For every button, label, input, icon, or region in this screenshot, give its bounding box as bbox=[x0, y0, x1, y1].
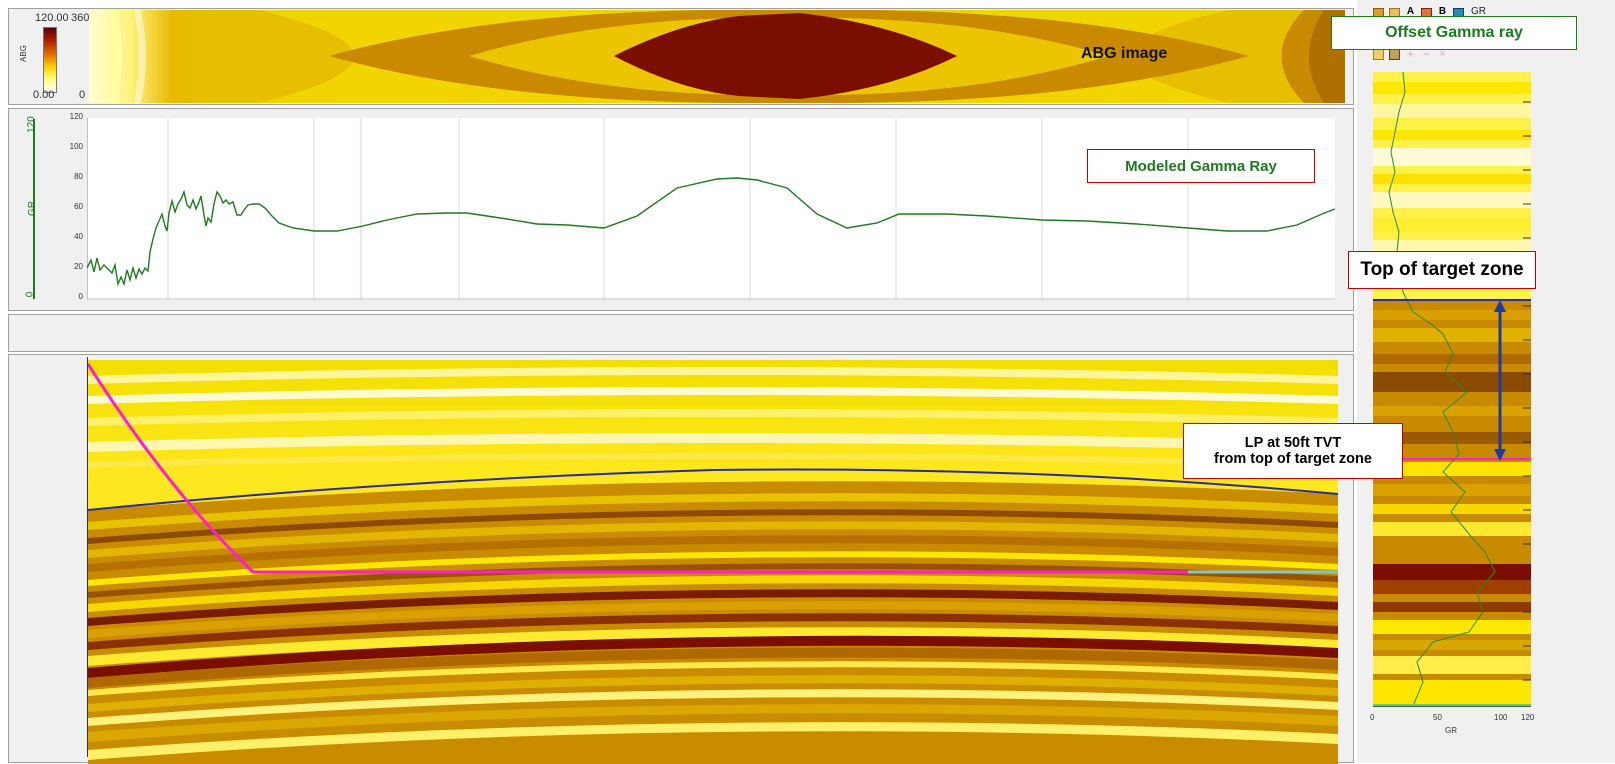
offset-x-label: GR bbox=[1445, 726, 1457, 735]
abg-scale-max: 120.00 bbox=[35, 12, 69, 24]
gr-tick-0: 0 bbox=[78, 292, 83, 301]
gr-panel: 120 GR 0 120 100 80 60 40 20 0 Modeled G… bbox=[8, 108, 1354, 311]
add-icon[interactable]: + bbox=[1406, 47, 1414, 61]
gr-axis-max-label: 120 bbox=[25, 116, 37, 133]
formation-cross-section bbox=[88, 360, 1338, 764]
offset-x-axis bbox=[1373, 706, 1531, 707]
toolbar-gr-label: GR bbox=[1471, 6, 1486, 17]
modeled-gr-callout: Modeled Gamma Ray bbox=[1087, 149, 1315, 183]
remove-icon[interactable]: − bbox=[1422, 47, 1430, 61]
gr-tick-40: 40 bbox=[74, 232, 83, 241]
well-path bbox=[88, 363, 1188, 574]
close-icon[interactable]: × bbox=[1439, 48, 1446, 60]
gr-axis-min-label: 0 bbox=[24, 291, 36, 298]
font-icon[interactable]: A bbox=[1406, 6, 1415, 17]
gr-axis-bar bbox=[33, 119, 35, 299]
abg-image-annotation: ABG image bbox=[1081, 45, 1168, 62]
abg-scale-min: 0.00 bbox=[33, 89, 55, 101]
lp-callout-line1: LP at 50ft TVT bbox=[1244, 435, 1342, 451]
gr-tick-60: 60 bbox=[74, 202, 83, 211]
track-separator bbox=[8, 314, 1354, 352]
settings-icon[interactable] bbox=[1389, 49, 1400, 60]
abg-azimuth-min: 0 bbox=[79, 89, 86, 101]
offset-x-tick-50: 50 bbox=[1433, 713, 1442, 722]
gr-tick-120: 120 bbox=[69, 112, 83, 121]
target-top-line bbox=[88, 468, 1338, 511]
offset-gr-track bbox=[1373, 72, 1531, 706]
top-target-callout: Top of target zone bbox=[1348, 251, 1536, 289]
offset-x-tick-0: 0 bbox=[1370, 713, 1375, 722]
gr-tick-80: 80 bbox=[74, 172, 83, 181]
modeled-gr-curve bbox=[87, 177, 1335, 287]
abg-azimuth-max: 360 bbox=[71, 12, 90, 24]
depth-axis bbox=[87, 357, 88, 757]
offset-x-tick-100: 100 bbox=[1494, 713, 1508, 722]
abg-panel: 120.00 0.00 ABG 360 0 ABG image bbox=[8, 8, 1354, 105]
lp-callout: LP at 50ft TVT from top of target zone bbox=[1183, 423, 1403, 479]
gr-axis-label: GR bbox=[27, 201, 38, 216]
abg-scale-label: ABG bbox=[18, 45, 28, 62]
lp-callout-line2: from top of target zone bbox=[1214, 451, 1372, 467]
offset-gr-panel: A B GR + − × bbox=[1357, 0, 1615, 763]
offset-gr-curve bbox=[1388, 72, 1496, 706]
offset-toolbar: A B GR bbox=[1365, 6, 1515, 20]
bold-icon[interactable]: B bbox=[1438, 6, 1447, 17]
folder-icon[interactable] bbox=[1373, 49, 1384, 60]
gr-tick-20: 20 bbox=[74, 262, 83, 271]
cross-section-panel bbox=[8, 354, 1354, 764]
modeled-gr-chart bbox=[87, 118, 1335, 300]
abg-image bbox=[89, 10, 1345, 103]
gr-tick-100: 100 bbox=[69, 142, 83, 151]
offset-toolbar-2: + − × bbox=[1365, 48, 1475, 62]
offset-gr-title-callout: Offset Gamma ray bbox=[1331, 16, 1577, 50]
abg-color-scale bbox=[43, 27, 57, 93]
offset-x-tick-120: 120 bbox=[1521, 713, 1535, 722]
